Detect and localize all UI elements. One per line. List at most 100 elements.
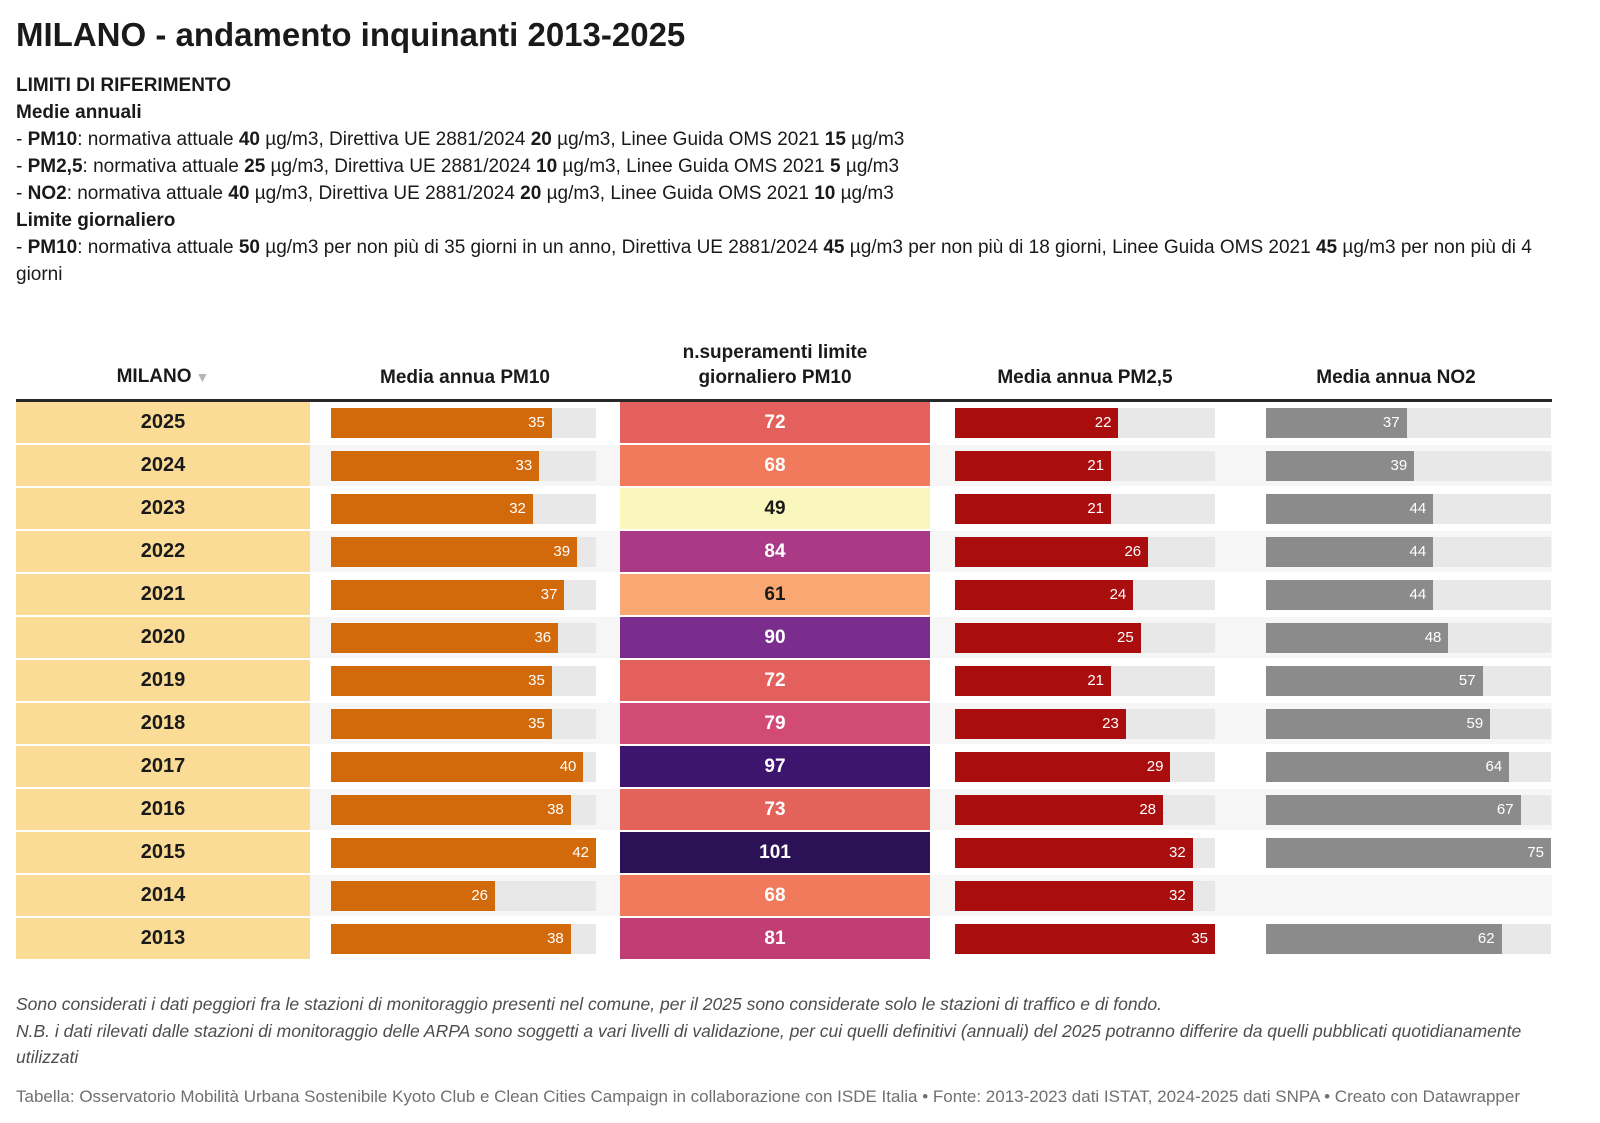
pm10-bar: 39	[331, 536, 578, 567]
pm10-value: 39	[553, 543, 571, 560]
no2-bar-track: 48	[1266, 622, 1551, 653]
exceedance-cell: 61	[620, 574, 930, 617]
pm10-value: 40	[559, 758, 577, 775]
pm25-bar-track: 21	[955, 450, 1215, 481]
limits-heading: LIMITI DI RIFERIMENTO	[16, 75, 231, 96]
exceedance-cell: 68	[620, 875, 930, 918]
no2-value: 59	[1466, 715, 1484, 732]
exceedance-cell: 79	[620, 703, 930, 746]
no2-bar: 67	[1266, 794, 1521, 825]
column-header-year[interactable]: MILANO ▼	[16, 364, 310, 390]
footer-note-1: Sono considerati i dati peggiori fra le …	[16, 994, 1162, 1014]
pm25-value: 21	[1087, 457, 1104, 474]
year-label: 2016	[140, 798, 186, 820]
limit-line-pm10-annual: - PM10: normativa attuale 40 µg/m3, Dire…	[16, 129, 905, 150]
pm10-cell: 35	[310, 703, 620, 746]
no2-bar: 37	[1266, 407, 1407, 438]
pm10-bar: 35	[331, 407, 552, 438]
year-label: 2020	[140, 626, 186, 648]
column-header-pm25-label: Media annua PM2,5	[997, 367, 1173, 388]
year-cell: 2013	[16, 918, 310, 961]
table-row: 2015 42 101 32 75	[16, 832, 1552, 875]
no2-bar: 44	[1266, 579, 1434, 610]
pm25-cell: 29	[930, 746, 1240, 789]
pm10-value: 35	[528, 715, 545, 732]
pm10-bar-track: 33	[331, 450, 596, 481]
no2-bar: 44	[1266, 493, 1434, 524]
limits-section: LIMITI DI RIFERIMENTO Medie annuali - PM…	[16, 72, 1572, 288]
table-row: 2024 33 68 21 39	[16, 445, 1552, 488]
pm25-cell: 26	[930, 531, 1240, 574]
pm10-cell: 38	[310, 789, 620, 832]
pm25-bar: 21	[955, 493, 1111, 524]
pm10-cell: 42	[310, 832, 620, 875]
pm10-bar: 33	[331, 450, 540, 481]
exceedance-value: 73	[764, 798, 786, 820]
no2-value: 48	[1424, 629, 1442, 646]
pm10-value: 26	[471, 887, 489, 904]
no2-value: 67	[1496, 801, 1514, 818]
no2-bar-track: 37	[1266, 407, 1551, 438]
year-cell: 2018	[16, 703, 310, 746]
pm10-bar-track: 35	[331, 407, 596, 438]
no2-value: 44	[1409, 543, 1427, 560]
exceedance-cell: 81	[620, 918, 930, 961]
limit-line-pm25-annual: - PM2,5: normativa attuale 25 µg/m3, Dir…	[16, 156, 900, 177]
pm10-cell: 38	[310, 918, 620, 961]
no2-bar: 57	[1266, 665, 1483, 696]
column-header-year-label: MILANO	[116, 366, 192, 387]
pm10-bar-track: 37	[331, 579, 596, 610]
column-header-pm10-label: Media annua PM10	[380, 367, 550, 388]
pm25-cell: 24	[930, 574, 1240, 617]
pm10-value: 35	[528, 672, 545, 689]
exceedance-cell: 90	[620, 617, 930, 660]
column-header-no2-label: Media annua NO2	[1316, 367, 1476, 388]
no2-bar: 75	[1266, 837, 1551, 868]
pm10-value: 38	[547, 930, 564, 947]
exceedance-value: 90	[764, 626, 786, 648]
no2-bar: 39	[1266, 450, 1415, 481]
pm10-bar-track: 26	[331, 880, 596, 911]
table-row: 2017 40 97 29 64	[16, 746, 1552, 789]
year-cell: 2017	[16, 746, 310, 789]
pm10-bar-track: 40	[331, 751, 596, 782]
no2-bar-track: 67	[1266, 794, 1551, 825]
pm25-value: 24	[1109, 586, 1127, 603]
year-cell: 2019	[16, 660, 310, 703]
year-label: 2013	[140, 927, 186, 949]
pm25-cell: 21	[930, 660, 1240, 703]
year-label: 2018	[140, 712, 186, 734]
no2-bar-track: 64	[1266, 751, 1551, 782]
pm25-value: 21	[1087, 500, 1104, 517]
table-row: 2021 37 61 24 44	[16, 574, 1552, 617]
pm10-cell: 35	[310, 402, 620, 445]
pm10-bar: 38	[331, 794, 571, 825]
no2-bar-track: 57	[1266, 665, 1551, 696]
year-cell: 2015	[16, 832, 310, 875]
exceedance-cell: 101	[620, 832, 930, 875]
pm25-cell: 35	[930, 918, 1240, 961]
column-header-no2: Media annua NO2	[1240, 365, 1552, 390]
annual-limits-heading: Medie annuali	[16, 102, 142, 123]
pm10-bar: 35	[331, 665, 552, 696]
pm25-value: 32	[1169, 844, 1186, 861]
year-cell: 2024	[16, 445, 310, 488]
no2-bar-track: 62	[1266, 923, 1551, 954]
pm25-value: 29	[1146, 758, 1164, 775]
pm10-cell: 36	[310, 617, 620, 660]
pm10-value: 38	[547, 801, 564, 818]
pm10-bar-track: 32	[331, 493, 596, 524]
year-label: 2019	[140, 669, 186, 691]
no2-cell: 57	[1240, 660, 1552, 703]
pm25-cell: 21	[930, 488, 1240, 531]
pm25-bar-track: 32	[955, 837, 1215, 868]
exceedance-value: 61	[764, 583, 786, 605]
year-label: 2023	[140, 497, 186, 519]
pm25-bar-track: 35	[955, 923, 1215, 954]
pm10-bar: 38	[331, 923, 571, 954]
table-row: 2022 39 84 26 44	[16, 531, 1552, 574]
exceedance-value: 81	[764, 927, 786, 949]
no2-bar: 64	[1266, 751, 1510, 782]
table-body: 2025 35 72 22 37	[16, 402, 1552, 961]
pm10-bar-track: 36	[331, 622, 596, 653]
